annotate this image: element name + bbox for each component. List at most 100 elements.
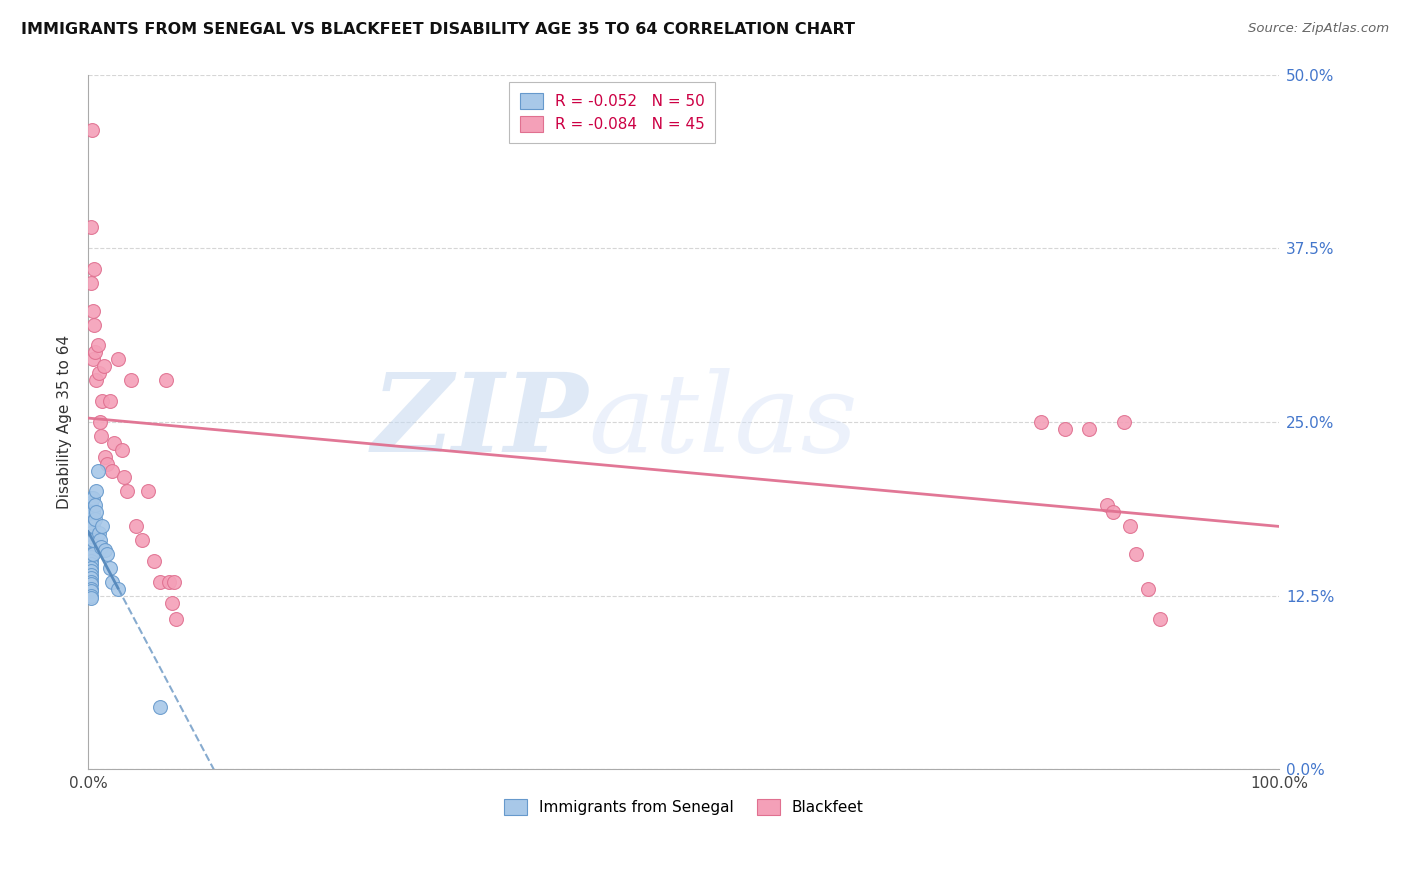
Point [1149, 612, 1171, 626]
Point [79, 584, 101, 599]
Point [79, 567, 101, 582]
Point [96, 547, 118, 561]
Point [79, 582, 101, 596]
Point [136, 484, 159, 499]
Point [107, 582, 129, 596]
Point [79, 591, 101, 606]
Text: IMMIGRANTS FROM SENEGAL VS BLACKFEET DISABILITY AGE 35 TO 64 CORRELATION CHART: IMMIGRANTS FROM SENEGAL VS BLACKFEET DIS… [21, 22, 855, 37]
Point [120, 373, 142, 387]
Point [79, 515, 101, 529]
Point [1137, 582, 1160, 596]
Point [1053, 422, 1076, 436]
Point [103, 435, 125, 450]
Point [79, 549, 101, 564]
Point [96, 457, 118, 471]
Point [1095, 498, 1118, 512]
Point [82, 491, 104, 506]
Point [79, 574, 101, 589]
Point [98, 394, 121, 409]
Point [89, 533, 111, 547]
Point [79, 529, 101, 543]
Point [90, 540, 112, 554]
Point [91, 519, 114, 533]
Point [91, 394, 114, 409]
Point [79, 526, 101, 541]
Point [79, 577, 101, 591]
Point [79, 540, 101, 554]
Point [94, 542, 117, 557]
Point [1119, 519, 1142, 533]
Legend: Immigrants from Senegal, Blackfeet: Immigrants from Senegal, Blackfeet [495, 790, 873, 824]
Point [155, 373, 177, 387]
Point [79, 536, 101, 550]
Point [1077, 422, 1099, 436]
Point [89, 415, 111, 429]
Point [84, 498, 107, 512]
Point [84, 345, 107, 359]
Point [87, 366, 110, 380]
Y-axis label: Disability Age 35 to 64: Disability Age 35 to 64 [58, 334, 72, 509]
Point [1101, 505, 1123, 519]
Point [86, 373, 108, 387]
Text: atlas: atlas [589, 368, 858, 475]
Point [79, 501, 101, 516]
Point [79, 512, 101, 526]
Point [149, 699, 172, 714]
Text: Source: ZipAtlas.com: Source: ZipAtlas.com [1249, 22, 1389, 36]
Point [86, 464, 108, 478]
Point [79, 522, 101, 536]
Point [79, 561, 101, 575]
Point [1029, 415, 1052, 429]
Point [83, 318, 105, 332]
Point [79, 498, 101, 512]
Point [90, 429, 112, 443]
Point [79, 542, 101, 557]
Point [157, 574, 180, 589]
Point [101, 574, 124, 589]
Point [110, 442, 132, 457]
Point [79, 547, 101, 561]
Point [86, 505, 108, 519]
Point [131, 533, 153, 547]
Point [142, 554, 165, 568]
Point [93, 359, 115, 374]
Point [82, 547, 104, 561]
Point [98, 561, 121, 575]
Point [82, 519, 104, 533]
Point [79, 557, 101, 571]
Point [87, 526, 110, 541]
Point [160, 596, 183, 610]
Point [79, 505, 101, 519]
Point [79, 491, 101, 506]
Point [79, 564, 101, 578]
Point [79, 509, 101, 524]
Point [165, 612, 187, 626]
Point [82, 505, 104, 519]
Point [82, 352, 104, 367]
Point [86, 484, 108, 499]
Point [80, 123, 103, 137]
Point [82, 533, 104, 547]
Point [79, 533, 101, 547]
Point [117, 484, 139, 499]
Point [112, 470, 135, 484]
Text: ZIP: ZIP [371, 368, 589, 475]
Point [1125, 547, 1147, 561]
Point [1114, 415, 1136, 429]
Point [79, 554, 101, 568]
Point [79, 495, 101, 509]
Point [82, 303, 104, 318]
Point [84, 512, 107, 526]
Point [94, 450, 117, 464]
Point [79, 570, 101, 584]
Point [163, 574, 186, 589]
Point [149, 574, 172, 589]
Point [125, 519, 148, 533]
Point [79, 519, 101, 533]
Point [79, 276, 101, 290]
Point [79, 220, 101, 235]
Point [101, 464, 124, 478]
Point [83, 262, 105, 277]
Point [86, 338, 108, 352]
Point [107, 352, 129, 367]
